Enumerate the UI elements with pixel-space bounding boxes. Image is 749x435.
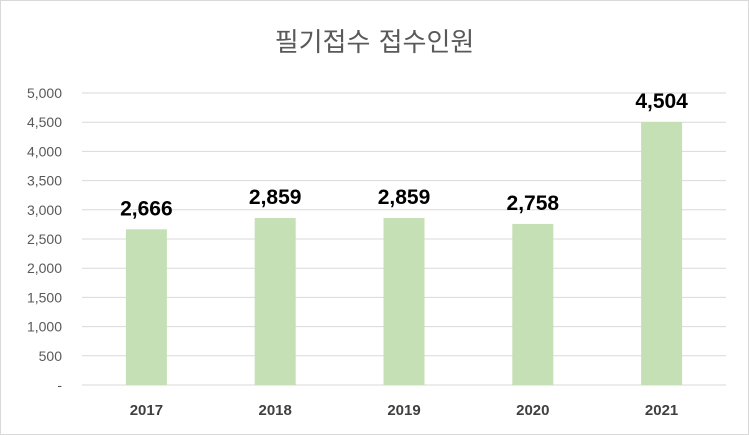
y-tick-label: 4,500 (27, 114, 62, 130)
x-tick-label: 2021 (645, 402, 678, 419)
y-tick-label: 4,000 (27, 143, 62, 159)
x-tick-label: 2019 (387, 402, 420, 419)
y-axis: - 500 1,000 1,500 2,000 2,500 3,000 3,500 4,000 4… (27, 85, 62, 393)
y-tick-label: 5,000 (27, 85, 62, 101)
y-tick-label: 3,500 (27, 173, 62, 189)
data-label-2017: 2,666 (120, 197, 173, 220)
bar-2019 (383, 218, 425, 385)
y-tick-label: 1,500 (27, 289, 62, 305)
bars (125, 121, 683, 385)
y-tick-label: 2,000 (27, 260, 62, 276)
data-label-2021: 4,504 (635, 90, 688, 113)
data-label-2018: 2,859 (249, 186, 302, 209)
y-tick-label: 2,500 (27, 231, 62, 247)
data-labels: 2,666 2,859 2,859 2,758 4,504 (120, 90, 688, 220)
y-tick-label: - (57, 377, 62, 393)
data-label-2019: 2,859 (378, 186, 431, 209)
x-tick-label: 2017 (130, 402, 163, 419)
bar-2018 (254, 218, 296, 385)
x-tick-label: 2018 (259, 402, 292, 419)
y-tick-label: 1,000 (27, 319, 62, 335)
y-tick-label: 3,000 (27, 202, 62, 218)
bar-2021 (641, 121, 683, 385)
x-tick-label: 2020 (516, 402, 549, 419)
y-tick-label: 500 (39, 348, 63, 364)
bar-2017 (125, 229, 167, 385)
bar-2020 (512, 223, 554, 385)
data-label-2020: 2,758 (507, 192, 560, 215)
chart-title: 필기접수 접수인원 (274, 28, 475, 58)
x-axis: 2017 2018 2019 2020 2021 (130, 402, 679, 419)
